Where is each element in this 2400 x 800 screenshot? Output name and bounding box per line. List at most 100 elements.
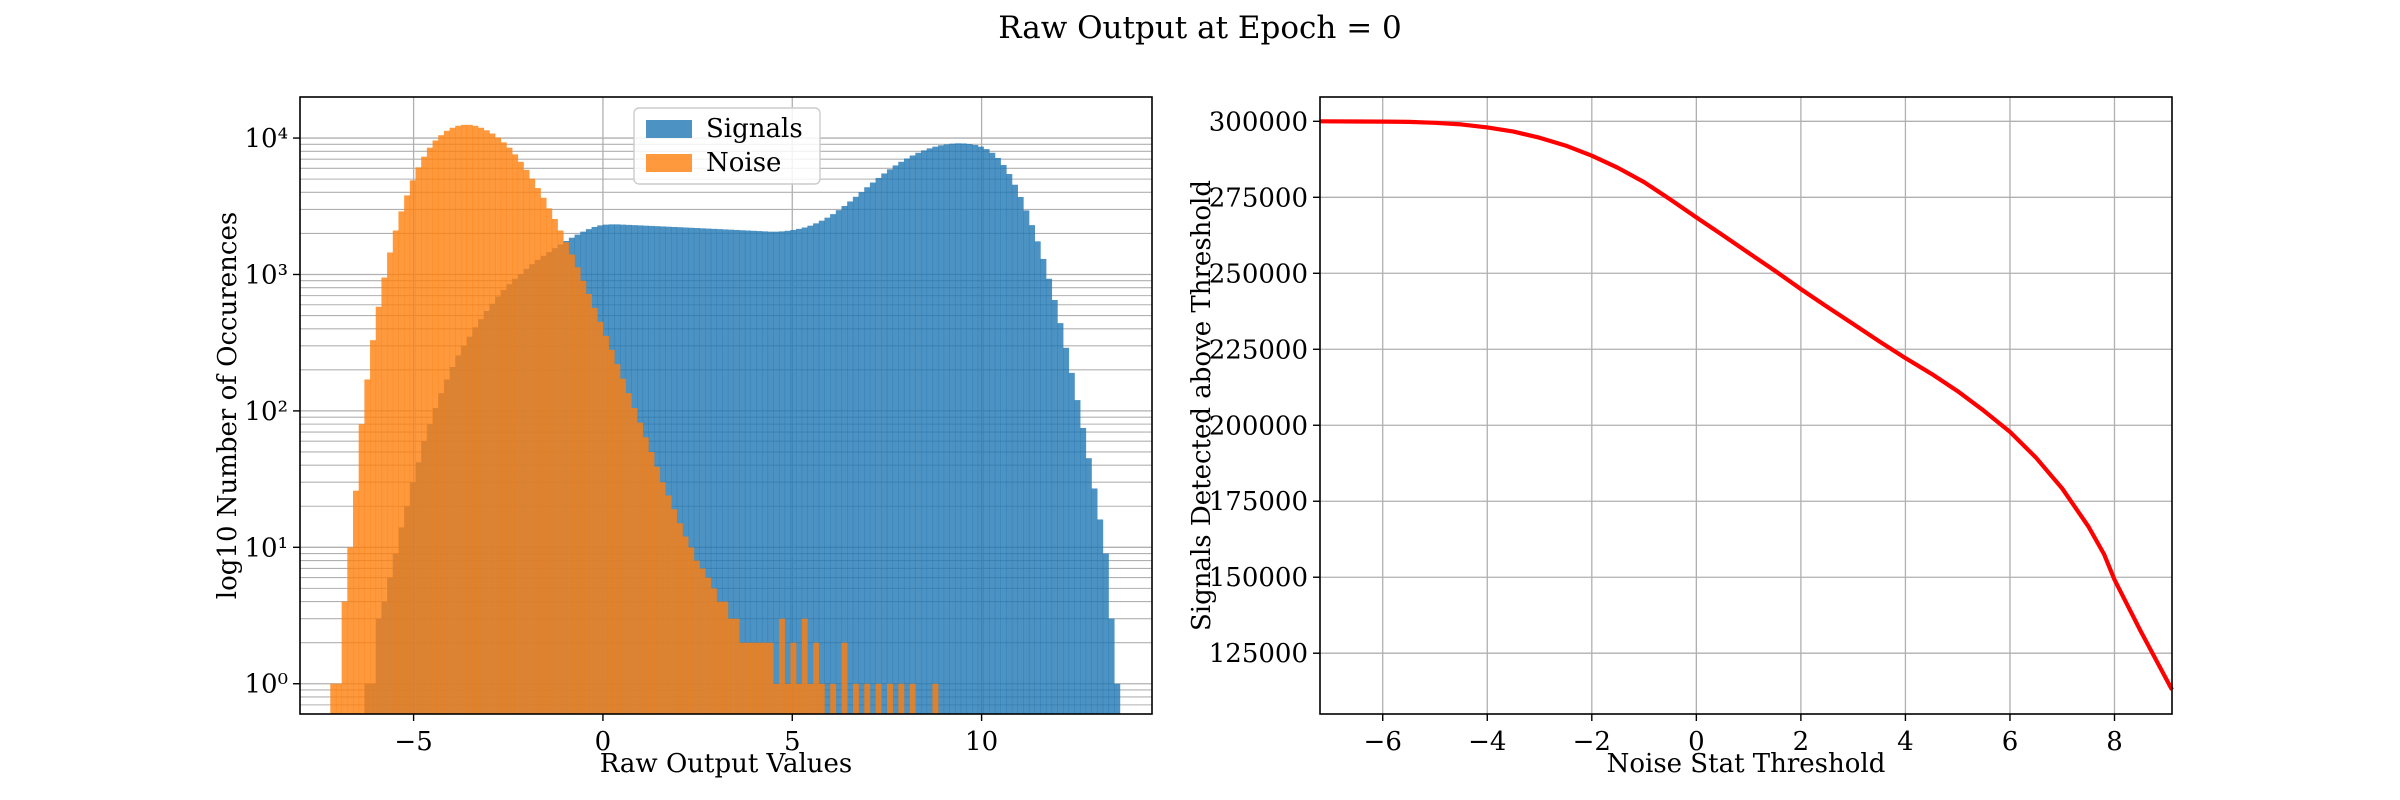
signals-bar bbox=[710, 228, 717, 714]
signals-bar bbox=[1028, 225, 1036, 714]
noise-bar bbox=[512, 154, 519, 714]
noise-bar bbox=[705, 577, 712, 714]
noise-bar bbox=[727, 618, 734, 714]
signals-bar bbox=[886, 169, 894, 715]
noise-bar bbox=[529, 178, 536, 714]
signals-bar bbox=[943, 144, 950, 715]
noise-bar bbox=[665, 495, 672, 714]
noise-bar bbox=[392, 230, 399, 714]
signals-bar bbox=[1006, 174, 1013, 715]
noise-bar bbox=[466, 124, 473, 715]
x-tick-label: −2 bbox=[1573, 727, 1611, 757]
noise-bar bbox=[551, 219, 558, 714]
histogram-y-axis-label: log10 Number of Occurences bbox=[213, 212, 243, 599]
noise-bar bbox=[733, 618, 740, 714]
signals-bar bbox=[903, 158, 911, 714]
noise-bar bbox=[818, 683, 825, 714]
noise-bar bbox=[506, 147, 513, 714]
signals-bar bbox=[1102, 553, 1109, 714]
y-tick-label: 10⁴ bbox=[244, 124, 288, 154]
signals-bar bbox=[1011, 184, 1018, 715]
noise-bar bbox=[540, 197, 547, 714]
noise-bar bbox=[602, 335, 610, 714]
signals-bar bbox=[1068, 372, 1075, 714]
signals-bar bbox=[1074, 400, 1081, 714]
signals-bar bbox=[892, 165, 899, 715]
signals-bar bbox=[671, 226, 678, 714]
noise-bar bbox=[335, 683, 343, 714]
noise-bar bbox=[387, 252, 394, 714]
signals-bar bbox=[767, 231, 774, 714]
signals-bar bbox=[1023, 210, 1030, 714]
noise-bar bbox=[404, 195, 411, 715]
y-tick-label: 250000 bbox=[1209, 259, 1308, 289]
noise-histogram-bars bbox=[330, 124, 939, 715]
x-tick-label: 4 bbox=[1897, 727, 1914, 757]
signals-bar bbox=[801, 227, 808, 714]
signals-bar bbox=[1051, 300, 1058, 714]
noise-bar bbox=[676, 523, 683, 714]
noise-bar bbox=[756, 642, 763, 714]
noise-bar bbox=[654, 466, 661, 714]
x-tick-label: 6 bbox=[2002, 727, 2019, 757]
noise-legend-swatch bbox=[646, 154, 692, 172]
signals-bar bbox=[881, 173, 888, 714]
noise-bar bbox=[591, 307, 598, 714]
noise-bar bbox=[489, 133, 496, 715]
signals-bar bbox=[864, 187, 871, 714]
noise-bar bbox=[790, 642, 797, 714]
signals-bar bbox=[779, 231, 786, 715]
noise-bar bbox=[500, 142, 507, 715]
noise-bar bbox=[619, 378, 627, 714]
noise-bar bbox=[364, 379, 371, 714]
signals-bar bbox=[983, 149, 990, 715]
histogram-axes-frame bbox=[299, 96, 1153, 715]
signals-bar bbox=[1057, 323, 1064, 714]
histogram-legend: Signals Noise bbox=[633, 107, 821, 185]
noise-bar bbox=[898, 683, 905, 714]
noise-bar bbox=[642, 437, 649, 714]
x-tick-label: 0 bbox=[1688, 727, 1705, 757]
signals-bar bbox=[796, 228, 803, 714]
signals-bar bbox=[858, 192, 865, 714]
signals-bar bbox=[722, 229, 729, 715]
signals-bar bbox=[682, 227, 689, 714]
noise-bar bbox=[438, 135, 445, 715]
signals-bar bbox=[1017, 196, 1024, 714]
signals-bar bbox=[733, 229, 740, 714]
x-tick-label: 5 bbox=[784, 727, 801, 757]
noise-bar bbox=[932, 683, 939, 714]
signals-bar bbox=[949, 143, 956, 714]
signals-legend-swatch bbox=[646, 120, 692, 138]
noise-bar bbox=[563, 242, 570, 715]
noise-bar bbox=[614, 364, 621, 714]
signals-bar bbox=[938, 145, 945, 714]
x-tick-label: 2 bbox=[1793, 727, 1810, 757]
noise-bar bbox=[744, 642, 752, 714]
signals-bar bbox=[1091, 488, 1098, 714]
noise-bar bbox=[409, 180, 416, 714]
signals-bar bbox=[847, 201, 854, 714]
histogram-x-axis-label: Raw Output Values bbox=[600, 749, 852, 779]
noise-bar bbox=[761, 642, 769, 714]
signals-bar bbox=[818, 220, 825, 714]
noise-bar bbox=[580, 280, 587, 714]
signals-bar bbox=[909, 155, 916, 714]
histogram-x-ticks: −5 0 5 10 bbox=[394, 714, 998, 757]
signals-bar bbox=[688, 227, 695, 714]
signals-bar bbox=[665, 226, 672, 714]
noise-bar bbox=[710, 588, 717, 714]
noise-bar bbox=[330, 683, 337, 714]
noise-bar bbox=[472, 125, 479, 714]
signals-bar bbox=[869, 182, 876, 715]
signals-bar bbox=[989, 152, 996, 715]
signals-bar bbox=[977, 146, 984, 714]
line-x-axis-label: Noise Stat Threshold bbox=[1607, 749, 1886, 779]
noise-bar bbox=[443, 130, 450, 714]
y-tick-label: 300000 bbox=[1209, 107, 1308, 137]
noise-bar bbox=[546, 208, 553, 714]
signals-bar bbox=[790, 229, 797, 714]
signals-bar bbox=[841, 205, 848, 715]
signals-bar bbox=[807, 225, 814, 714]
